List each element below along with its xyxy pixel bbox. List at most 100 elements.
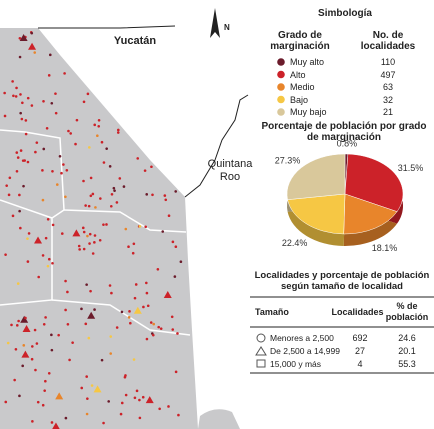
locality-dot (145, 193, 149, 196)
locality-triangle (22, 324, 31, 332)
locality-dot (37, 275, 40, 279)
legend-count: 63 (382, 82, 393, 92)
state-border (184, 94, 249, 198)
locality-dot (5, 184, 8, 187)
locality-dot (26, 237, 29, 240)
locality-dot (84, 204, 87, 207)
locality-dot (50, 421, 54, 424)
locality-dot (15, 324, 19, 327)
locality-dot (174, 370, 178, 374)
locality-dot (93, 234, 97, 237)
locality-dot (34, 368, 37, 372)
table-cell: De 2,500 a 14,999 (270, 346, 340, 356)
locality-dot (26, 260, 30, 263)
locality-dot (46, 264, 50, 268)
locality-dot (51, 170, 54, 173)
locality-dot (174, 190, 178, 193)
locality-dot (33, 328, 37, 332)
locality-dot (119, 412, 123, 416)
locality-dot (159, 327, 163, 330)
locality-dot (60, 232, 64, 235)
table-cell: 20.1 (398, 346, 416, 356)
locality-triangle (163, 290, 172, 298)
locality-dot (54, 111, 58, 115)
locality-triangle (19, 34, 28, 42)
locality-dot (98, 238, 102, 242)
locality-dot (108, 165, 112, 168)
map-label: Quintana Roo (207, 158, 253, 183)
legend-label: Alto (290, 69, 306, 80)
locality-dot (17, 319, 20, 323)
table-cell: 55.3 (398, 359, 416, 369)
north-label: N (224, 23, 230, 32)
locality-dot (47, 371, 51, 375)
map (0, 8, 249, 429)
locality-dot (65, 168, 69, 172)
locality-dot (19, 93, 22, 96)
locality-dot (158, 407, 161, 411)
locality-dot (20, 117, 24, 121)
size-symbol (255, 346, 267, 356)
locality-dot (87, 336, 91, 340)
pie-slice (344, 153, 404, 212)
size-symbol (256, 333, 266, 343)
locality-dot (41, 169, 44, 172)
locality-dot (62, 163, 65, 166)
locality-dot (42, 322, 46, 326)
locality-dot (43, 389, 46, 392)
locality-dot (6, 341, 10, 345)
locality-dot (177, 413, 180, 417)
locality-dot (14, 347, 18, 351)
legend-count: 110 (380, 57, 396, 67)
locality-dot (18, 36, 22, 40)
locality-dot (60, 171, 63, 175)
locality-dot (22, 184, 25, 188)
pie: 0.8% 31.5% 18.1% 22.4% 27.3% (275, 138, 423, 253)
locality-dot (33, 51, 37, 54)
table-cell: 4 (357, 359, 363, 369)
locality-triangle (20, 315, 29, 323)
state-border (38, 25, 176, 29)
locality-dot (124, 393, 128, 397)
locality-dot (143, 169, 147, 172)
locality-dot (105, 223, 108, 226)
locality-dot (115, 326, 119, 329)
locality-dot (50, 333, 53, 337)
locality-dot (18, 193, 21, 197)
legend-swatch (277, 95, 285, 104)
locality-dot (85, 412, 89, 416)
locality-dot (44, 316, 47, 319)
locality-dot (163, 194, 167, 197)
locality-triangle (145, 396, 154, 404)
locality-dot (44, 236, 48, 240)
locality-dot (102, 161, 106, 164)
legend-label: Muy bajo (290, 107, 327, 117)
locality-dot (146, 304, 150, 308)
locality-dot (48, 53, 52, 57)
locality-dot (63, 72, 66, 75)
locality-dot (82, 100, 86, 104)
locality-dot (97, 124, 101, 128)
locality-dot (93, 123, 97, 127)
locality-dot (90, 384, 94, 387)
table-header: Localidades (331, 307, 384, 317)
locality-triangle (34, 236, 43, 244)
locality-dot (176, 332, 179, 335)
locality-dot (132, 242, 136, 246)
locality-dot (54, 92, 57, 95)
locality-dot (24, 119, 28, 122)
locality-triangle (133, 306, 142, 314)
locality-dot (87, 204, 91, 208)
locality-dot (47, 74, 51, 77)
locality-dot (167, 214, 171, 218)
legend-swatch (277, 108, 285, 116)
locality-dot (50, 348, 54, 352)
locality-dot (80, 386, 84, 390)
table-cell: 15,000 y más (270, 359, 322, 369)
state-area (0, 28, 198, 429)
locality-dot (57, 333, 60, 337)
locality-dot (85, 375, 88, 378)
locality-dot (138, 225, 142, 228)
locality-dot (173, 275, 177, 278)
